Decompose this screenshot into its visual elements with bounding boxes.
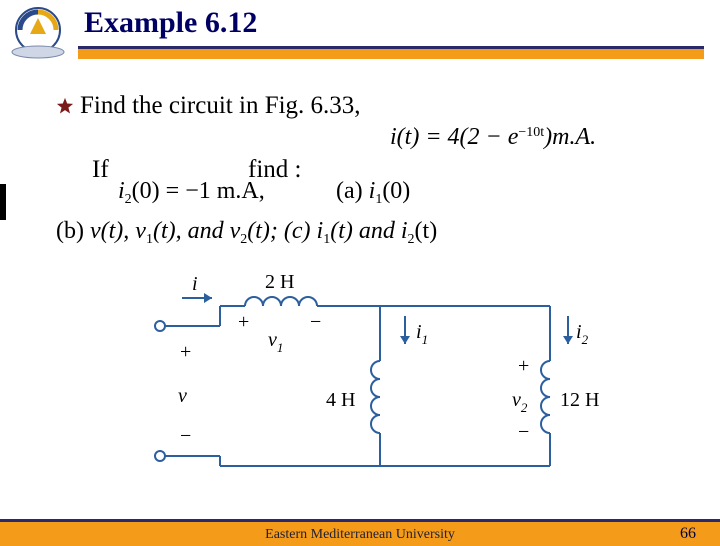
emu-logo	[8, 6, 68, 62]
label-v2: v2	[512, 389, 528, 415]
star-bullet-icon	[56, 97, 74, 115]
label-v1: v1	[268, 329, 283, 355]
bullet-text: Find the circuit in Fig. 6.33,	[80, 92, 361, 119]
v2-plus: +	[518, 355, 529, 377]
label-12h: 12 H	[560, 389, 599, 411]
bullet-line: Find the circuit in Fig. 6.33,	[56, 92, 361, 120]
page-number: 66	[680, 525, 696, 543]
if-label: If	[92, 156, 109, 184]
eq-i2-init: i2(0) = −1 m.A,	[118, 178, 265, 208]
circuit-diagram: + − + − + − i 2 H v1 i1 i2 v 4 H v2 12 H	[120, 266, 600, 496]
label-v: v	[178, 385, 187, 407]
eq-part-b: (b) v(t), v1(t), and v2(t); (c) i1(t) an…	[56, 218, 437, 248]
label-i1: i1	[416, 321, 428, 347]
v2-minus: −	[518, 421, 529, 443]
label-i2: i2	[576, 321, 589, 347]
title-underline-orange	[78, 49, 704, 59]
label-2h: 2 H	[265, 271, 294, 293]
v1-minus: −	[310, 311, 321, 333]
v-plus: +	[180, 341, 191, 363]
eq-part-a: (a) i1(0)	[336, 178, 410, 208]
label-4h: 4 H	[326, 389, 355, 411]
eq-current: i(t) = 4(2 − e−10t)m.A.	[390, 124, 596, 151]
footer-text: Eastern Mediterranean University	[0, 527, 720, 543]
v1-plus: +	[238, 311, 249, 333]
example-title: Example 6.12	[84, 6, 257, 40]
label-i: i	[192, 273, 198, 295]
side-tab-strip	[0, 184, 6, 220]
v-minus: −	[180, 425, 191, 447]
